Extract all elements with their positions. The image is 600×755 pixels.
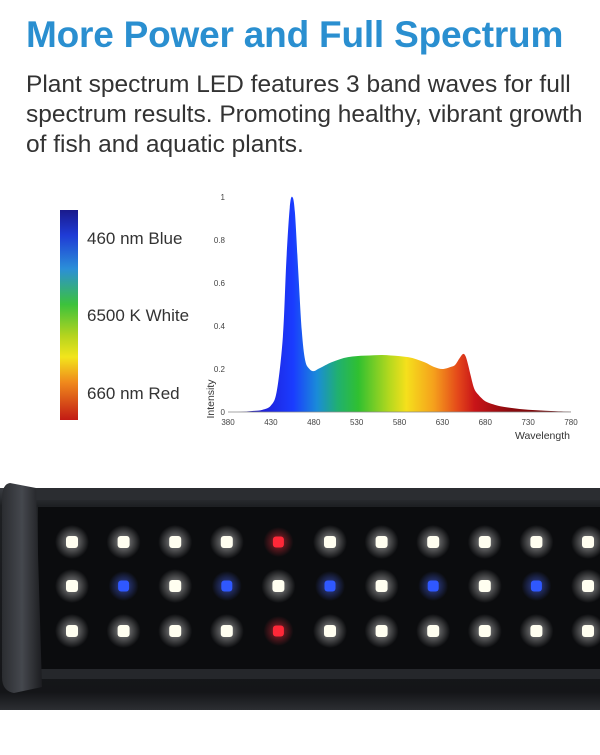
x-tick-label: 380 (221, 418, 235, 427)
legend-label-blue: 460 nm Blue (87, 229, 183, 248)
led-blue (530, 580, 542, 592)
led-white (324, 625, 336, 637)
led-white (582, 536, 594, 548)
legend-label-red: 660 nm Red (87, 384, 180, 403)
led-white (478, 625, 491, 637)
led-white (220, 536, 233, 548)
led-white (530, 625, 543, 637)
description: Plant spectrum LED features 3 band waves… (26, 71, 583, 158)
legend-label-white: 6500 K White (87, 306, 190, 325)
led-white (169, 536, 182, 548)
led-white (375, 580, 388, 592)
led-white (324, 536, 336, 548)
x-tick-label: 480 (307, 418, 321, 427)
led-white (582, 580, 594, 592)
fixture-bottom-lip (30, 669, 600, 679)
led-red (272, 625, 284, 637)
x-tick-label: 580 (393, 418, 407, 427)
led-white (169, 625, 182, 637)
x-axis-label: Wavelength (515, 430, 570, 442)
led-white (427, 625, 440, 637)
led-blue (118, 580, 130, 592)
y-tick-label: 0.6 (214, 279, 226, 288)
led-white (66, 625, 78, 637)
spectrum-color-bar (60, 210, 78, 420)
led-grid (55, 525, 600, 648)
led-white (272, 580, 285, 592)
y-tick-label: 0 (221, 408, 226, 417)
fixture-end-cap (2, 483, 42, 693)
x-tick-label: 530 (350, 418, 364, 427)
led-white (582, 625, 594, 637)
x-tick-label: 730 (521, 418, 535, 427)
led-white (375, 536, 388, 548)
led-white (169, 580, 182, 592)
led-red (272, 536, 284, 548)
headline: More Power and Full Spectrum (26, 14, 564, 55)
y-axis-label: Intensity (205, 379, 217, 419)
led-white (478, 536, 491, 548)
y-tick-label: 0.4 (214, 322, 226, 331)
led-white (66, 536, 78, 548)
fixture-top-rail (30, 488, 600, 500)
led-white (117, 625, 130, 637)
led-light-fixture (0, 455, 600, 750)
led-white (530, 536, 543, 548)
led-white (220, 625, 233, 637)
led-blue (427, 580, 439, 592)
x-tick-label: 680 (479, 418, 493, 427)
x-tick-label: 630 (436, 418, 450, 427)
y-tick-label: 0.8 (214, 236, 226, 245)
led-white (66, 580, 78, 592)
spectrum-chart: 0 0.2 0.4 0.6 0.8 1 380 430 480 530 580 630 680 730 7… (205, 193, 578, 442)
led-white (375, 625, 388, 637)
x-tick-label: 430 (264, 418, 278, 427)
led-white (117, 536, 130, 548)
y-tick-label: 0.2 (214, 365, 226, 374)
x-tick-label: 780 (564, 418, 578, 427)
led-white (427, 536, 440, 548)
led-blue (324, 580, 336, 592)
spectrum-area (228, 196, 571, 412)
led-white (478, 580, 491, 592)
led-blue (221, 580, 233, 592)
y-tick-label: 1 (221, 193, 226, 202)
